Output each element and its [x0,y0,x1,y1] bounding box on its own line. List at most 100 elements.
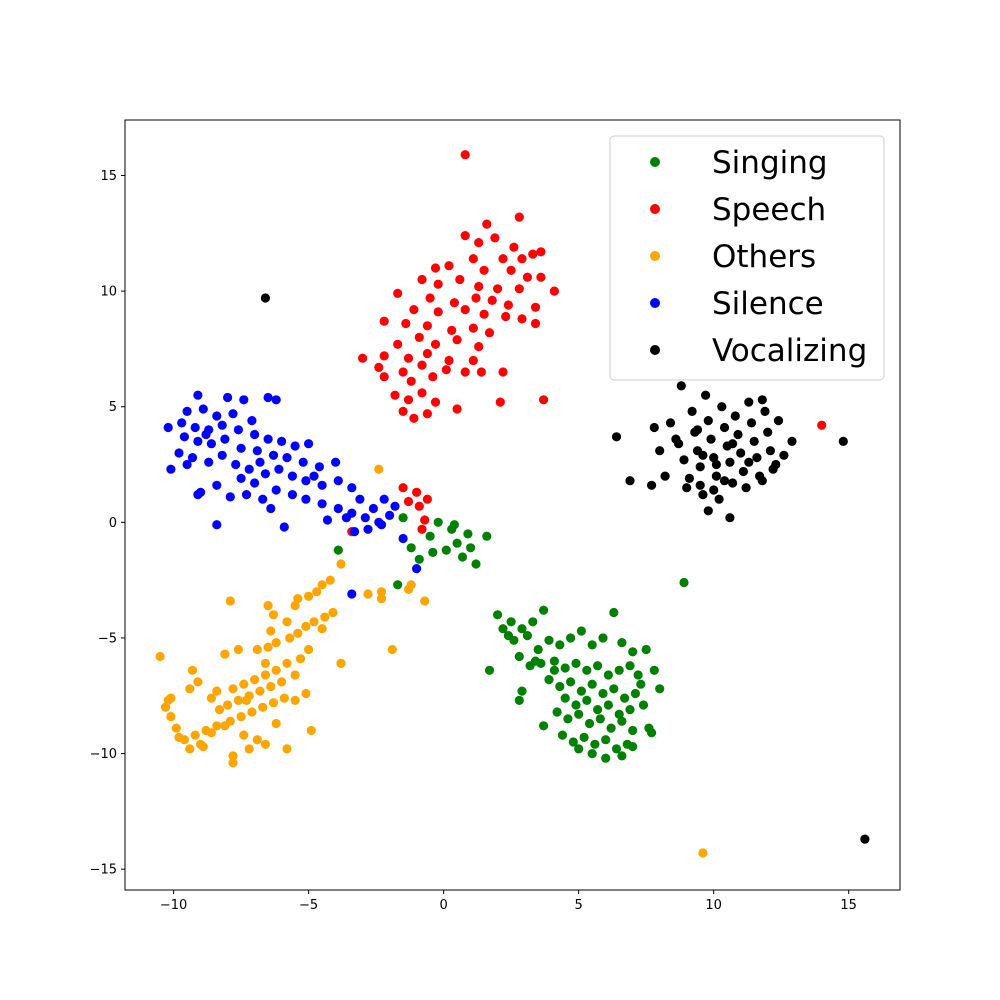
data-point [484,328,495,338]
data-point [628,742,638,752]
data-point [703,416,713,426]
data-point [160,702,171,712]
data-point [719,476,730,486]
data-point [479,309,489,319]
data-point [403,496,414,507]
data-point [398,513,408,523]
data-point [406,376,416,386]
data-point [398,533,408,544]
data-point [241,695,252,706]
data-point [236,473,246,483]
data-point [233,644,243,655]
data-point [598,633,608,643]
data-point [706,434,716,444]
legend-marker-vocalizing [650,345,660,355]
data-point [641,644,651,655]
data-point [290,601,300,611]
data-point [709,453,719,463]
data-point [223,700,233,710]
data-point [271,485,281,495]
data-point [474,238,484,248]
data-point [711,459,722,470]
data-point [530,318,541,329]
data-point [498,254,508,264]
data-point [655,446,665,456]
data-point [571,658,581,669]
data-point [379,494,389,504]
data-point [212,520,222,530]
data-point [290,670,300,680]
data-point [376,520,387,530]
data-point [628,647,638,657]
data-point [603,670,614,680]
data-point [250,429,260,440]
data-point [252,735,262,745]
data-point [312,587,322,597]
data-point [595,714,605,724]
data-point [522,631,533,641]
data-point [166,712,176,722]
series-vocalizing [260,293,870,844]
data-point [260,670,270,680]
data-point [228,684,238,694]
x-tick-label: 15 [840,898,857,913]
data-point [304,591,314,601]
data-point [317,624,327,634]
data-point [379,316,389,326]
data-point [304,644,314,655]
data-point [728,439,738,449]
data-point [701,390,711,400]
data-point [282,453,292,463]
data-point [225,492,235,502]
data-point [468,355,478,366]
data-point [460,150,470,160]
data-point [692,425,703,435]
data-point [374,464,384,474]
data-point [282,658,292,669]
data-point [409,305,419,315]
data-point [263,392,273,403]
data-point [420,515,430,525]
data-point [471,559,481,569]
data-point [287,471,297,481]
data-point [590,739,600,749]
data-point [282,744,292,754]
data-point [717,402,727,412]
data-point [206,693,216,703]
data-point [233,695,243,706]
data-point [703,506,713,516]
data-point [449,298,459,308]
legend-items: Singing Speech Others Silence Vocalizing [650,145,867,369]
data-point [860,834,870,844]
data-point [647,728,657,738]
data-point [679,455,689,465]
data-point [212,686,222,696]
data-point [563,714,573,724]
data-point [204,457,214,467]
data-point [736,448,746,458]
data-point [263,642,273,652]
data-point [728,478,738,488]
data-point [260,739,270,749]
data-point [314,462,324,472]
data-point [347,483,357,493]
data-point [679,577,689,588]
data-point [487,295,497,305]
series-speech [347,150,827,537]
data-point [503,300,513,310]
data-point [636,679,646,689]
series-others [155,464,708,858]
data-point [290,441,300,451]
data-point [379,372,389,382]
data-point [317,499,327,509]
data-point [560,663,570,673]
data-point [474,342,484,352]
data-point [193,390,203,400]
data-point [425,293,435,303]
data-point [598,688,608,699]
data-point [428,372,438,382]
data-point [738,466,749,477]
legend-marker-others [650,251,660,261]
data-point [744,397,754,407]
data-point [468,254,478,264]
